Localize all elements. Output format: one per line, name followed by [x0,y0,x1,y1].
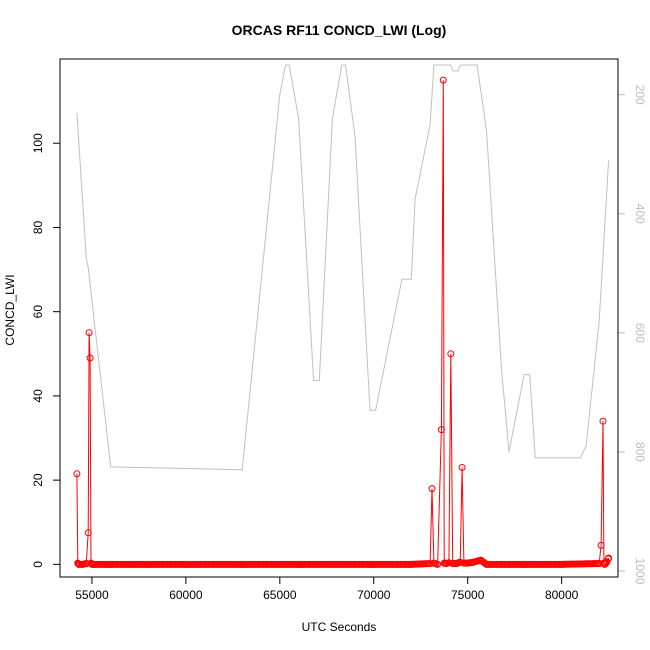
x-tick-label: 70000 [357,588,391,602]
y-tick-label: 80 [31,220,45,234]
data-point [437,426,445,434]
y2-tick-label: 1000 [633,558,647,585]
y2-tick-label: 400 [633,204,647,224]
primary-series-line [76,80,610,566]
x-tick-label: 80000 [545,588,579,602]
data-point [84,529,92,537]
y-tick-label: 100 [31,133,45,153]
data-point [458,464,466,471]
secondary-series [76,64,610,471]
data-point [599,417,607,425]
data-point [597,541,605,549]
data-point [456,558,464,566]
data-point [595,560,603,567]
y2-tick-label: 800 [633,442,647,462]
data-point [447,350,455,358]
data-point [433,560,441,568]
x-tick-label: 75000 [451,588,485,602]
plot-frame [59,58,619,578]
data-point [439,76,447,84]
chart-title: ORCAS RF11 CONCD_LWI (Log) [232,22,447,38]
data-point [85,329,93,337]
y-tick-label: 0 [31,561,45,568]
y-tick-label: 60 [31,305,45,319]
data-point [82,560,90,568]
y-axis-label: CONCD_LWI [3,274,17,345]
primary-series [73,76,613,568]
x-tick-label: 60000 [169,588,203,602]
y2-tick-label: 600 [633,323,647,343]
data-point [428,485,436,493]
data-point [425,560,433,568]
data-point [444,559,452,567]
x-tick-label: 65000 [263,588,297,602]
data-point [86,354,94,362]
data-point [73,470,81,478]
axes: 55000 60000 65000 70000 75000 80000 0 20 40 60 80 1… [31,85,647,602]
x-tick-label: 55000 [75,588,109,602]
x-axis-label: UTC Seconds [302,620,377,634]
y2-tick-label: 200 [633,85,647,105]
data-point [604,555,612,563]
y-tick-label: 40 [31,389,45,403]
y-tick-label: 20 [31,473,45,487]
secondary-series-line [76,64,610,471]
